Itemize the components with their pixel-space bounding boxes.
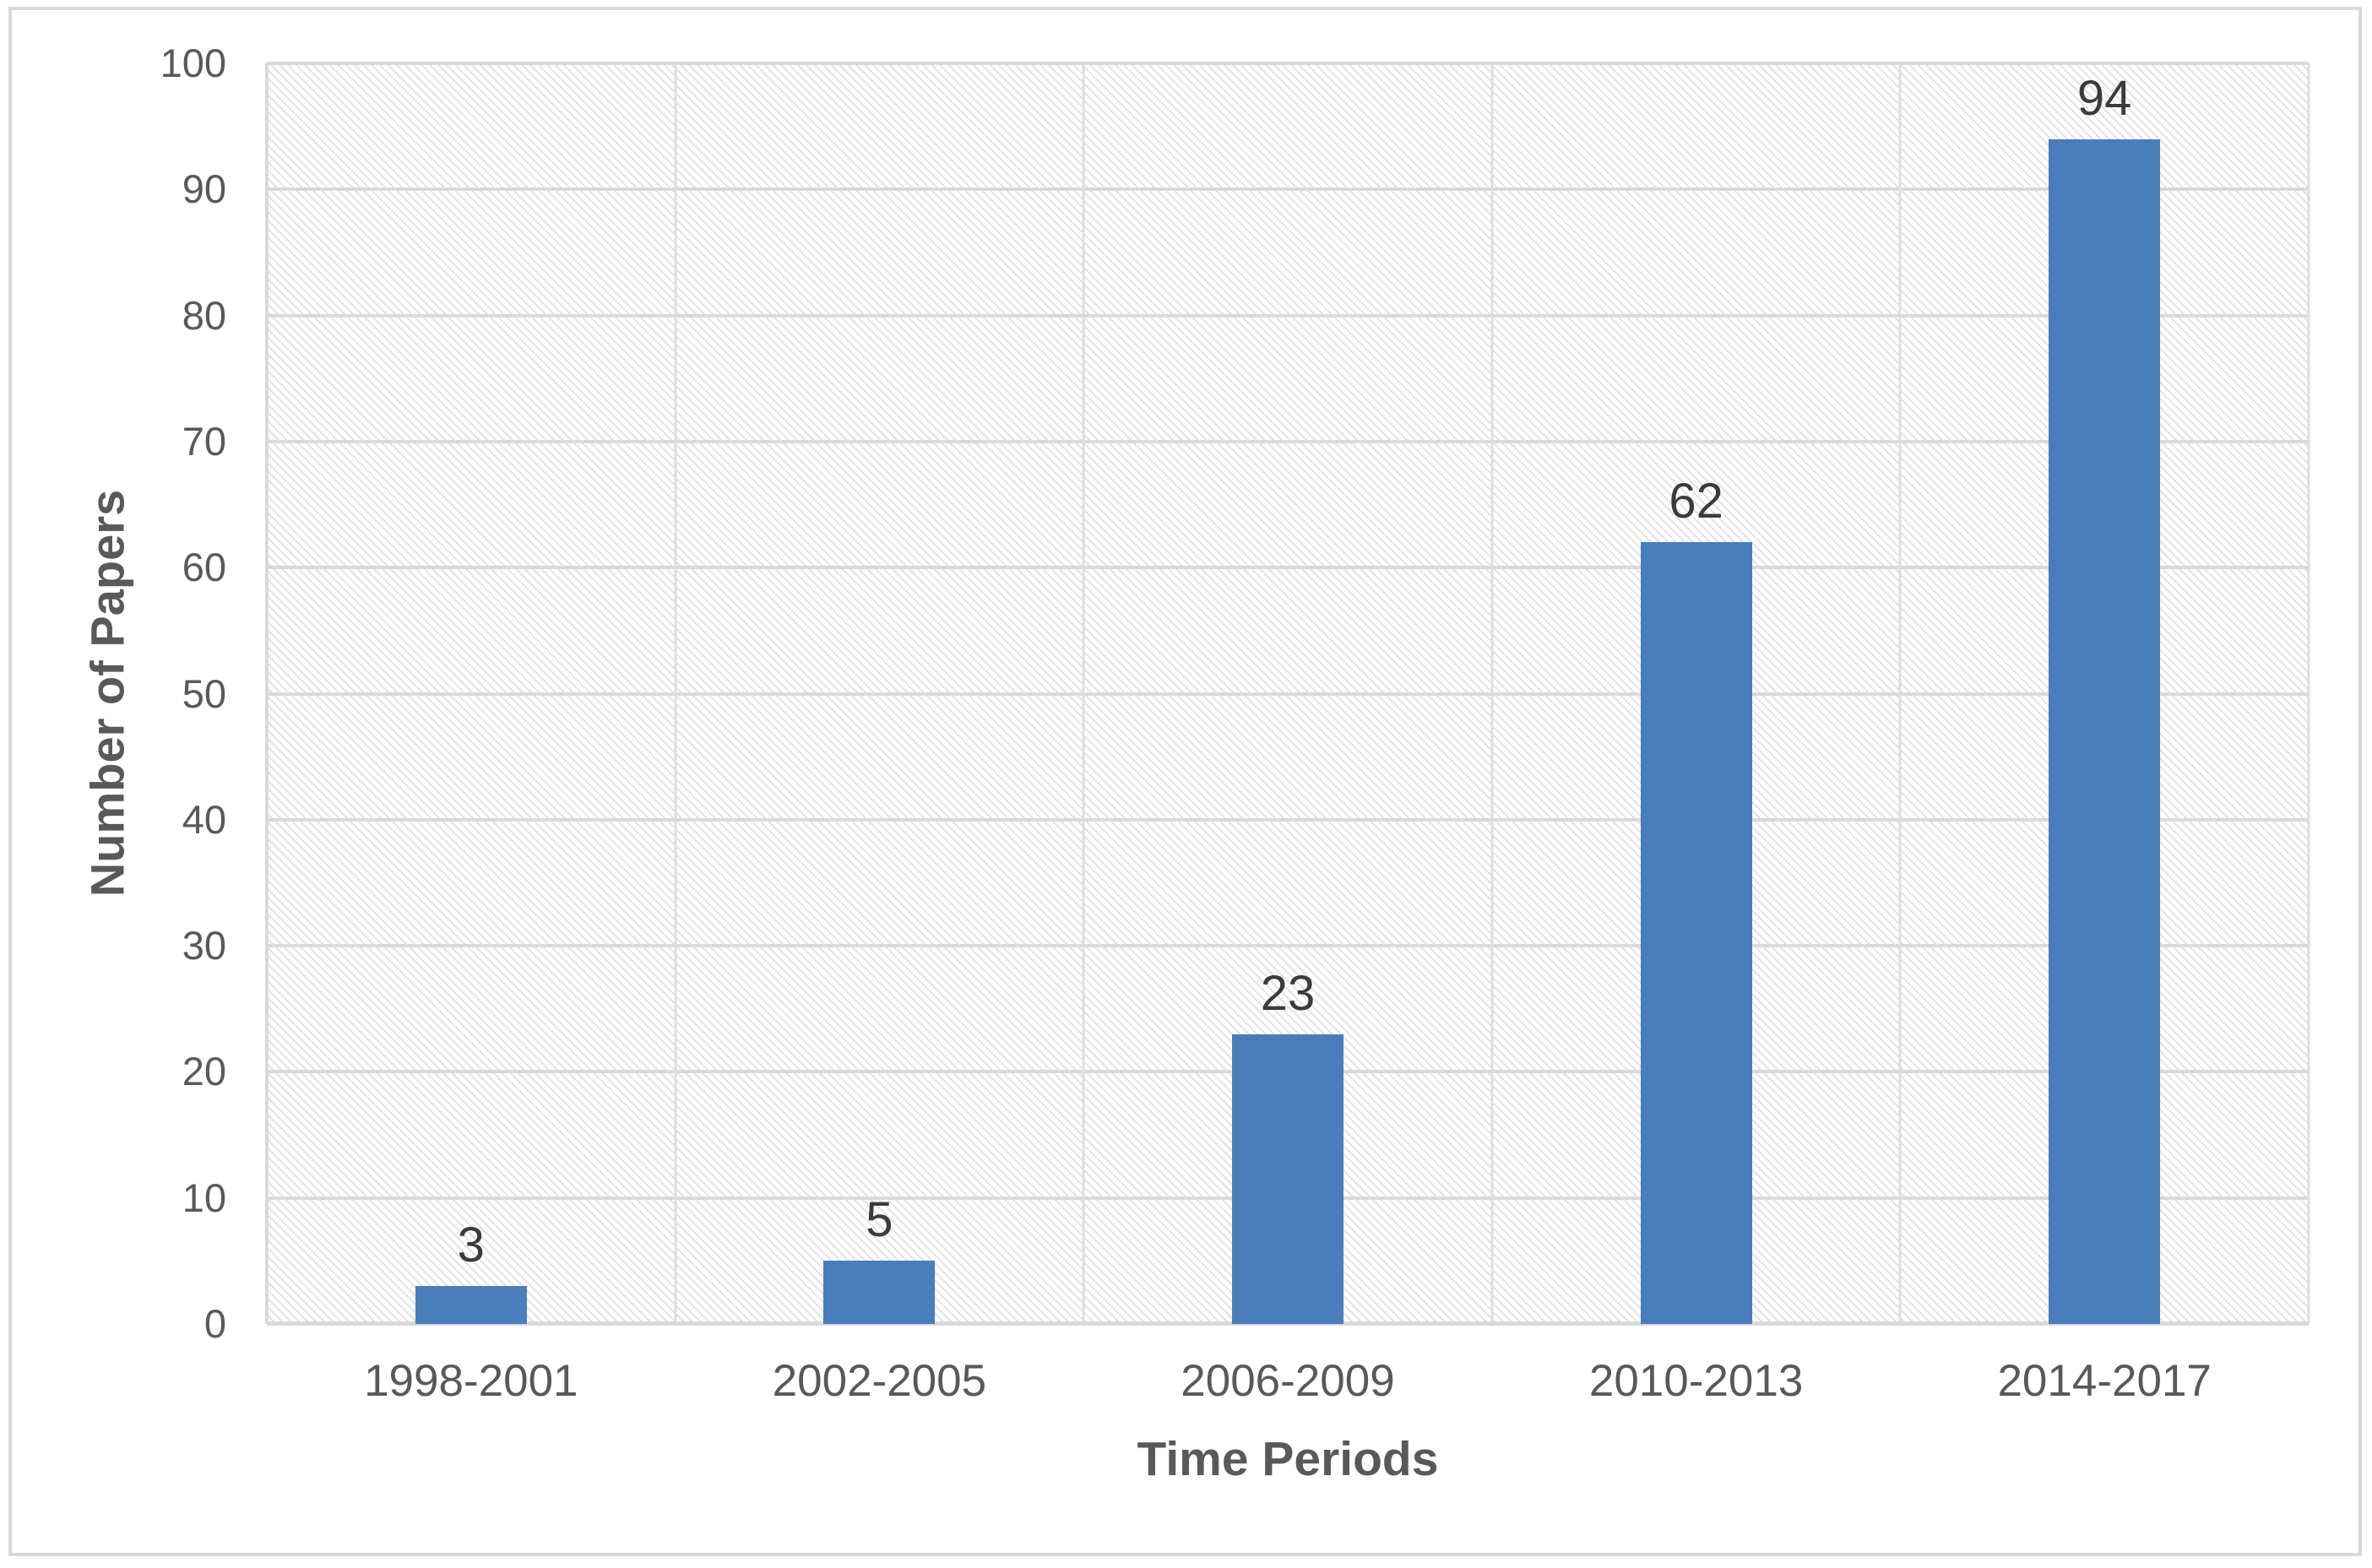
bar-group: 94 [1900,63,2309,1324]
h-gridline [267,566,2309,570]
bar-value-label: 62 [1669,474,1723,529]
y-tick-label: 50 [182,670,226,716]
bar [1640,542,1752,1324]
h-gridline [267,692,2309,696]
bar-value-label: 94 [2076,70,2132,126]
bar [2049,138,2161,1324]
x-tick-label: 2014-2017 [1997,1356,2212,1406]
x-tick-label: 2010-2013 [1588,1356,1804,1406]
v-gridline [1082,63,1085,1324]
v-gridline [674,63,677,1324]
y-tick-label: 80 [182,292,226,338]
bar [823,1261,936,1324]
h-gridline [267,817,2309,822]
h-gridline [267,62,2309,65]
x-axis-title: Time Periods [1137,1432,1439,1486]
x-axis-ticks: 1998-2001 2002-2005 2006-2009 2010-2013 2014… [267,1349,2309,1413]
bar-group: 3 [267,63,676,1324]
bar-group: 23 [1083,63,1492,1324]
y-tick-label: 30 [182,923,226,968]
plot-area: 3 5 23 62 94 [265,62,2310,1326]
v-gridline [1898,63,1902,1324]
h-gridline [267,187,2309,192]
bar-group: 62 [1492,63,1901,1324]
bar-value-label: 3 [457,1218,485,1273]
v-gridline [2307,63,2310,1324]
bar-group: 5 [676,63,1084,1324]
bar-value-label: 5 [866,1192,893,1248]
bars: 3 5 23 62 94 [267,63,2309,1324]
x-tick-label: 1998-2001 [364,1356,578,1406]
y-tick-label: 10 [182,1175,226,1220]
x-tick-label: 2002-2005 [772,1356,987,1406]
y-tick-label: 90 [182,166,226,212]
bar-value-label: 23 [1260,965,1316,1021]
y-tick-label: 40 [182,796,226,842]
h-gridline [267,944,2309,948]
y-axis-line [265,63,269,1324]
y-tick-label: 60 [182,545,226,590]
y-tick-label: 20 [182,1049,226,1094]
y-tick-label: 70 [182,418,226,464]
y-axis-ticks: 0 10 20 30 40 50 60 70 80 90 100 [0,41,226,1346]
bar [415,1286,527,1324]
y-tick-label: 100 [160,41,226,85]
x-tick-label: 2006-2009 [1181,1356,1395,1406]
h-gridline [267,313,2309,317]
v-gridline [1490,63,1494,1324]
bar [1231,1034,1343,1324]
h-gridline [267,439,2309,443]
y-tick-label: 0 [204,1301,226,1346]
